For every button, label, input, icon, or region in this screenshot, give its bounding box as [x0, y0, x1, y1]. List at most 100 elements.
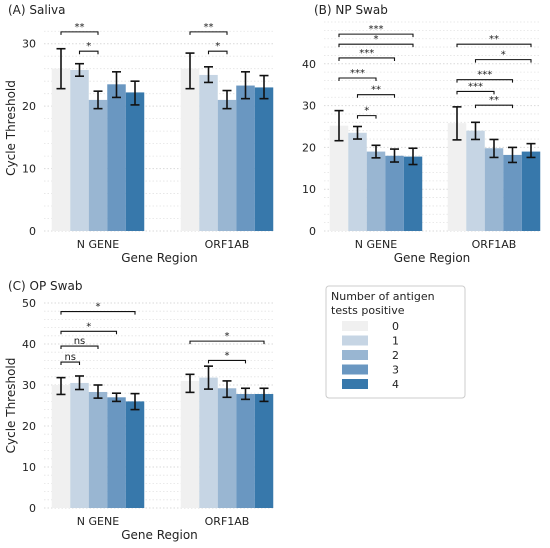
bar-orf1ab-4 — [521, 151, 541, 231]
legend-label-3: 3 — [392, 364, 399, 377]
significance-bracket — [60, 311, 136, 315]
bar-orf1ab-2 — [217, 99, 237, 231]
bar-n-gene-3 — [385, 155, 404, 231]
x-tick-label: N GENE — [77, 238, 119, 251]
bar-n-gene-2 — [88, 391, 108, 508]
legend-label-4: 4 — [392, 378, 399, 391]
bar-n-gene-2 — [366, 151, 386, 231]
bar-n-gene-3 — [107, 84, 126, 231]
legend-swatch-3 — [342, 364, 368, 375]
significance-label: * — [96, 302, 101, 313]
x-axis-label: Gene Region — [394, 251, 471, 265]
significance-bracket — [60, 345, 99, 350]
significance-bracket — [338, 57, 396, 61]
y-tick-label: 40 — [22, 338, 36, 351]
x-tick-label: N GENE — [77, 515, 119, 528]
legend-label-1: 1 — [392, 335, 399, 348]
significance-bracket — [189, 340, 265, 345]
significance-label: ** — [371, 85, 381, 96]
x-tick-label: N GENE — [355, 238, 397, 251]
bar-orf1ab-1 — [466, 130, 485, 231]
y-tick-label: 20 — [22, 100, 36, 113]
bar-orf1ab-0 — [180, 380, 200, 508]
panel-title: (C) OP Swab — [8, 279, 82, 293]
x-axis-label: Gene Region — [121, 251, 198, 265]
significance-label: *** — [350, 68, 365, 79]
significance-label: ns — [64, 352, 76, 363]
significance-bracket — [78, 50, 99, 55]
significance-label: ** — [75, 22, 85, 33]
legend-swatch-2 — [342, 350, 368, 360]
bar-n-gene-4 — [125, 401, 145, 508]
bar-n-gene-1 — [70, 382, 89, 508]
bar-orf1ab-0 — [180, 68, 200, 232]
significance-label: * — [225, 350, 230, 361]
y-tick-label: 30 — [302, 100, 316, 113]
bar-orf1ab-1 — [199, 74, 218, 231]
legend-title-line2: tests positive — [331, 304, 405, 317]
y-tick-label: 10 — [22, 461, 36, 474]
y-tick-label: 50 — [22, 297, 36, 310]
bar-n-gene-1 — [70, 69, 89, 231]
significance-label: *** — [369, 24, 384, 35]
bar-n-gene-0 — [51, 385, 71, 508]
significance-bracket — [189, 31, 228, 35]
significance-label: * — [86, 321, 91, 332]
bar-orf1ab-0 — [447, 123, 467, 231]
significance-bracket — [474, 104, 514, 109]
bar-orf1ab-4 — [254, 87, 274, 231]
y-tick-label: 0 — [309, 225, 316, 238]
bar-n-gene-3 — [107, 397, 126, 508]
significance-label: ns — [74, 336, 86, 347]
x-tick-label: ORF1AB — [472, 238, 517, 251]
legend: Number of antigen tests positive 0 12 34 — [325, 285, 466, 399]
bar-orf1ab-2 — [217, 388, 237, 508]
bar-orf1ab-3 — [236, 394, 255, 508]
x-tick-label: ORF1AB — [205, 238, 250, 251]
significance-label: * — [215, 41, 220, 52]
significance-label: ** — [489, 34, 499, 45]
y-tick-label: 30 — [22, 379, 36, 392]
y-tick-label: 40 — [302, 58, 316, 71]
legend-swatch-1 — [342, 335, 368, 346]
significance-label: ** — [489, 95, 499, 106]
legend-title-line1: Number of antigen — [331, 290, 435, 303]
significance-label: * — [86, 41, 91, 52]
significance-bracket — [338, 43, 414, 48]
y-tick-label: 20 — [302, 141, 316, 154]
significance-bracket — [338, 33, 414, 38]
significance-bracket — [456, 43, 532, 48]
y-tick-label: 30 — [22, 38, 36, 51]
significance-label: *** — [359, 48, 374, 59]
significance-label: * — [225, 331, 230, 342]
significance-label: ** — [204, 22, 214, 33]
y-axis-label: Cycle Threshold — [4, 358, 18, 454]
significance-bracket — [60, 330, 118, 335]
panel-title: (B) NP Swab — [314, 3, 388, 17]
y-tick-label: 0 — [29, 225, 36, 238]
y-tick-label: 0 — [29, 502, 36, 515]
significance-label: *** — [468, 81, 483, 92]
legend-swatch-4 — [342, 379, 368, 389]
bar-orf1ab-1 — [199, 377, 218, 508]
bar-n-gene-0 — [51, 68, 71, 232]
significance-bracket — [474, 59, 532, 63]
significance-bracket — [356, 94, 396, 98]
significance-bracket — [456, 79, 514, 83]
significance-bracket — [60, 31, 99, 35]
legend-label-0: 0 — [392, 320, 399, 333]
bar-n-gene-2 — [88, 99, 108, 231]
y-axis-label: Cycle Threshold — [4, 80, 18, 176]
significance-bracket — [207, 50, 228, 55]
significance-bracket — [338, 77, 377, 82]
x-tick-label: ORF1AB — [205, 515, 250, 528]
panel-title: (A) Saliva — [8, 3, 65, 17]
significance-bracket — [356, 115, 377, 119]
significance-bracket — [456, 90, 495, 95]
bar-orf1ab-2 — [484, 148, 504, 231]
x-axis-label: Gene Region — [121, 528, 198, 542]
significance-bracket — [60, 361, 81, 366]
significance-label: * — [364, 106, 369, 117]
